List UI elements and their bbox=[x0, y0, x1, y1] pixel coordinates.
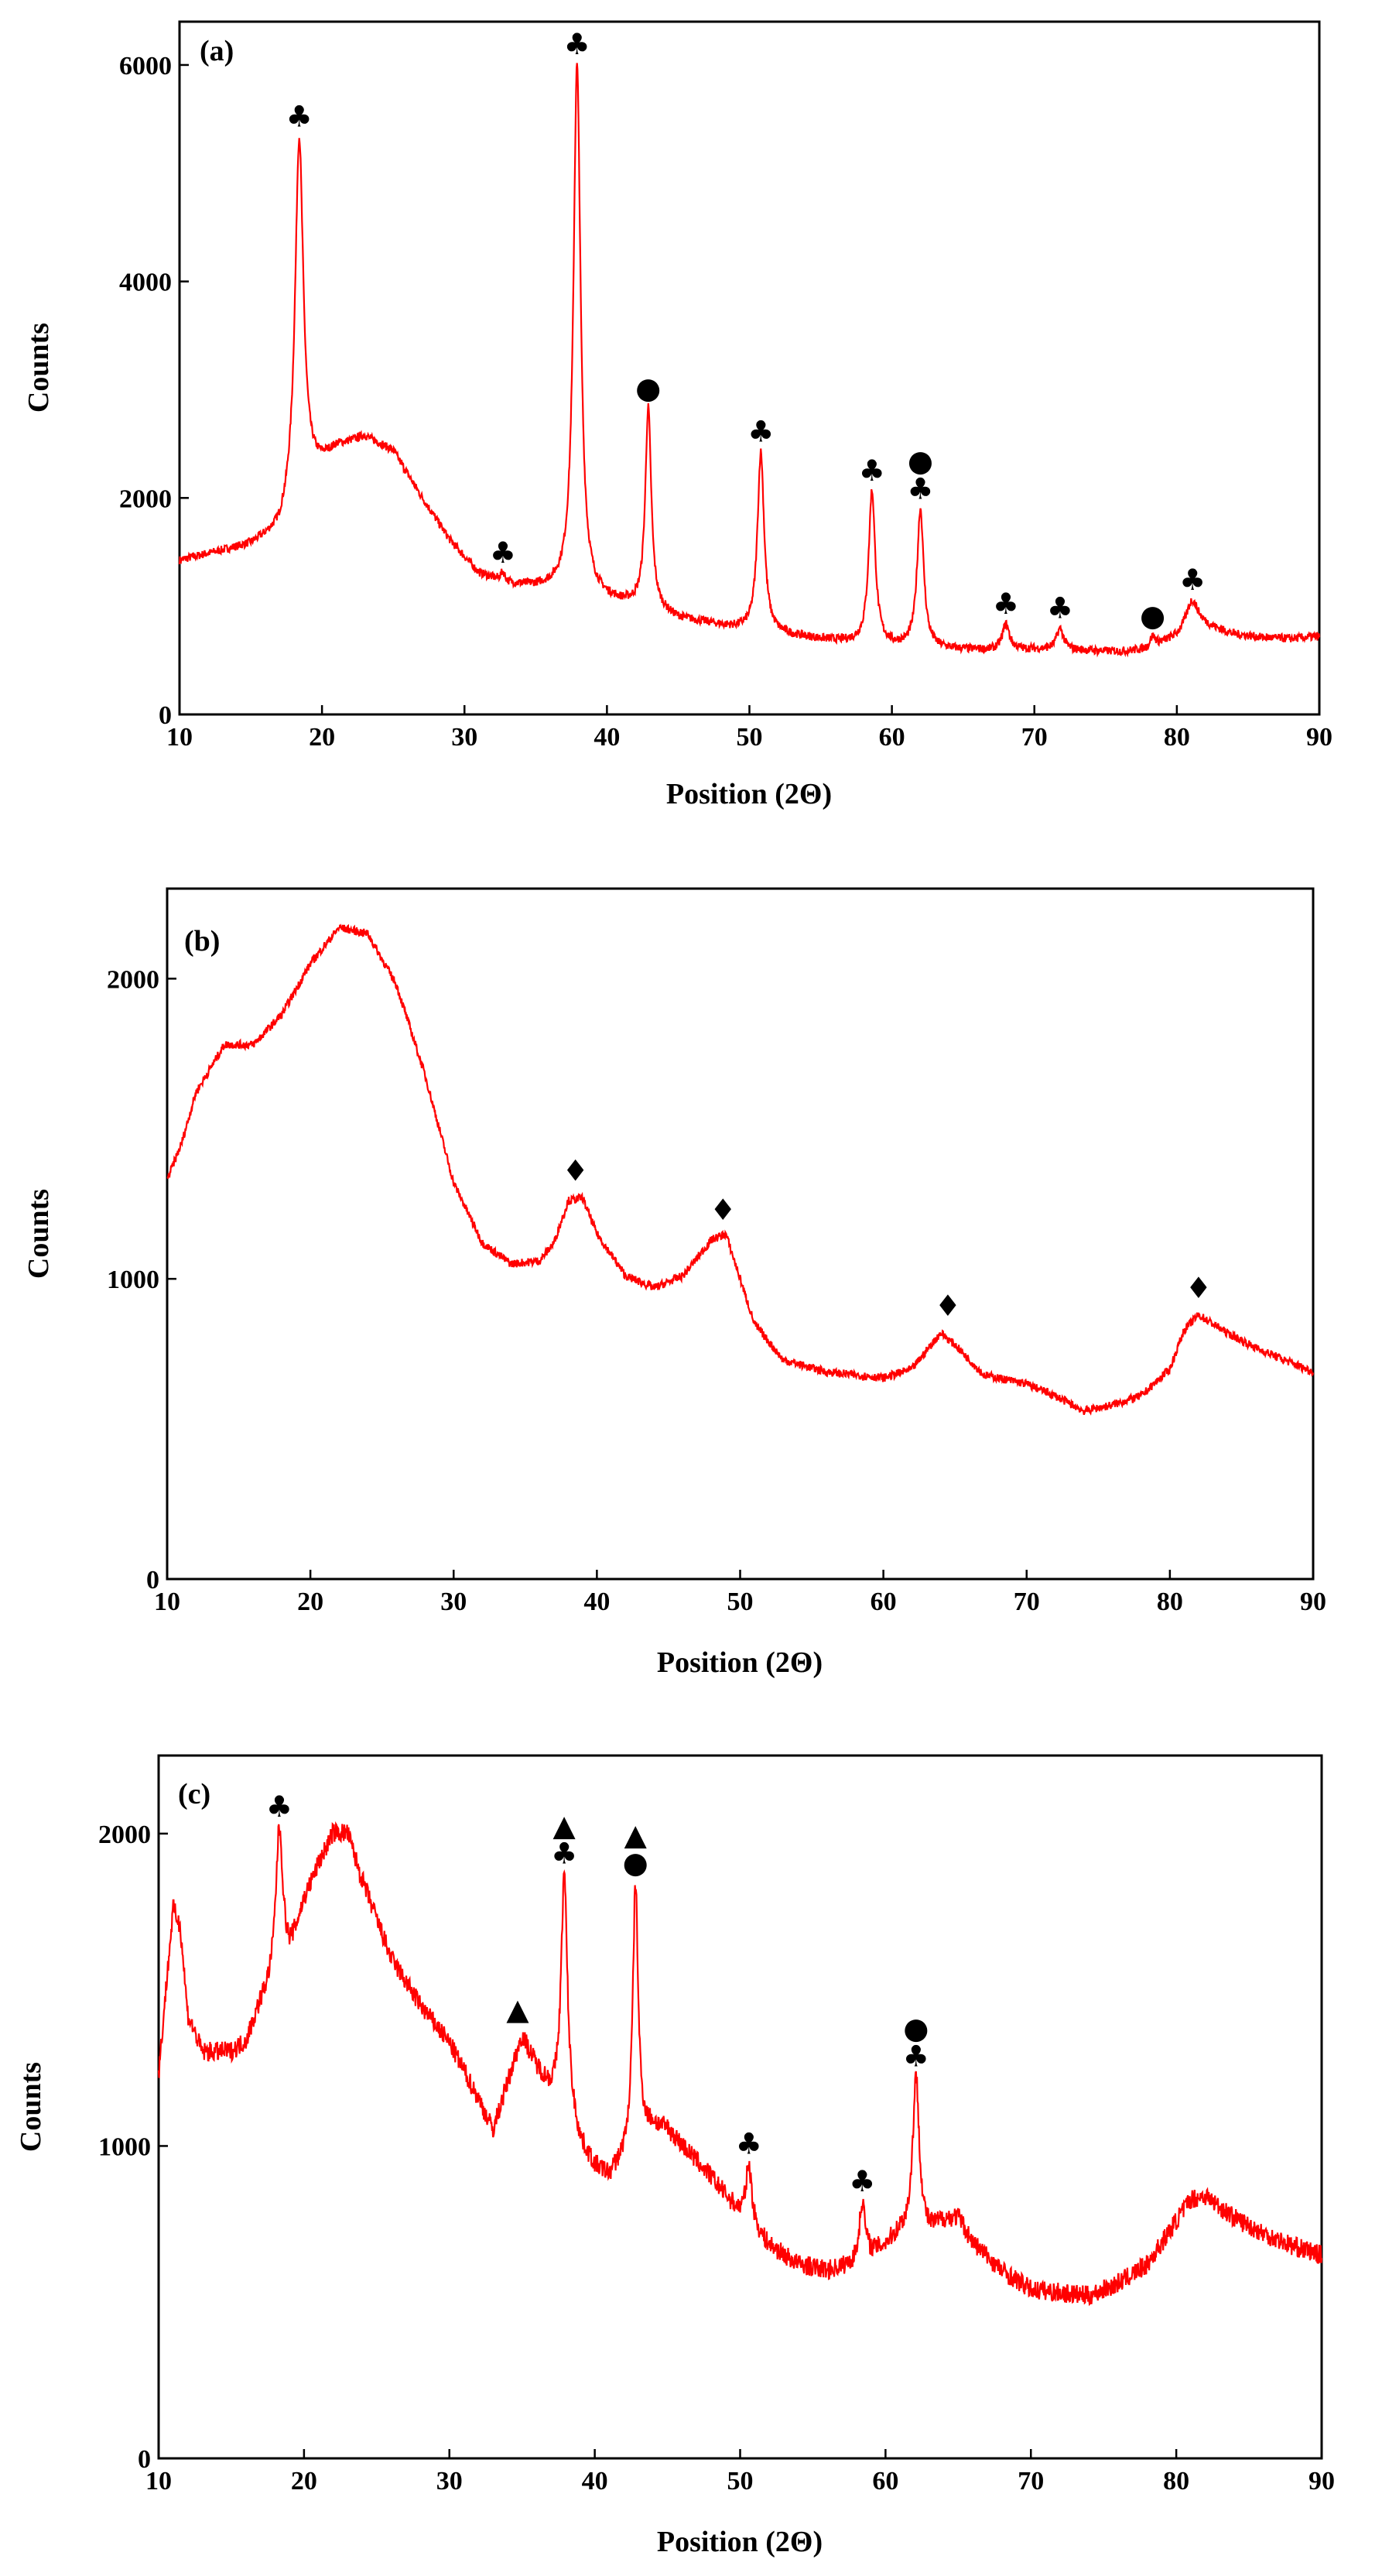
y-tick-label: 4000 bbox=[119, 269, 172, 297]
club-marker-icon: ♣ bbox=[286, 100, 313, 134]
club-marker-icon: ♣ bbox=[993, 587, 1019, 621]
x-tick-group: 10 20 30 40 50 60 70 80 90 bbox=[166, 705, 1332, 752]
x-axis-title: Position (2Θ) bbox=[657, 2526, 823, 2558]
y-axis-title: Counts bbox=[15, 2062, 47, 2152]
y-axis-title: Counts bbox=[22, 1189, 55, 1279]
x-tick-label: 30 bbox=[436, 2467, 463, 2496]
panel-label-c: (c) bbox=[178, 1778, 210, 1810]
club-marker-icon: ♣ bbox=[490, 536, 516, 570]
circle-marker-icon: ● bbox=[908, 444, 933, 478]
circle-marker-icon: ● bbox=[903, 2012, 929, 2046]
x-tick-label: 90 bbox=[1306, 723, 1332, 752]
triangle-marker-icon: ▲ bbox=[624, 1817, 648, 1852]
club-marker-icon: ♣ bbox=[849, 2164, 875, 2198]
club-marker-icon: ♣ bbox=[736, 2127, 762, 2161]
y-tick-label: 0 bbox=[146, 1566, 159, 1595]
triangle-marker-icon: ▲ bbox=[506, 1992, 529, 2026]
y-tick-label: 2000 bbox=[119, 485, 172, 513]
y-tick-group: 0 1000 2000 bbox=[107, 965, 176, 1595]
y-tick-label: 1000 bbox=[98, 2132, 151, 2161]
club-marker-icon: ♣ bbox=[564, 27, 590, 61]
y-tick-label: 2000 bbox=[98, 1821, 151, 1849]
circle-marker-icon: ● bbox=[635, 372, 661, 406]
x-tick-label: 60 bbox=[871, 1588, 897, 1616]
x-axis-title: Position (2Θ) bbox=[666, 778, 832, 810]
x-tick-label: 10 bbox=[145, 2467, 172, 2496]
x-tick-label: 20 bbox=[309, 723, 335, 752]
phase-marker-group: ♣▲▲♣▲●♣♣●♣ bbox=[266, 1790, 929, 2198]
x-tick-label: 50 bbox=[727, 2467, 754, 2496]
x-tick-label: 10 bbox=[154, 1588, 180, 1616]
panel-b: 10 20 30 40 50 60 70 80 90 0 1000 2000 ♦ ♦ ♦ ♦ (b) Po… bbox=[22, 887, 1326, 1679]
y-tick-label: 2000 bbox=[107, 965, 159, 994]
y-tick-label: 6000 bbox=[119, 52, 172, 80]
panel-label-b: (b) bbox=[184, 925, 220, 957]
x-tick-label: 30 bbox=[451, 723, 477, 752]
diamond-marker-icon: ♦ bbox=[1185, 1271, 1212, 1305]
x-tick-label: 80 bbox=[1163, 2467, 1189, 2496]
y-tick-group: 0 2000 4000 6000 bbox=[119, 52, 189, 730]
y-tick-group: 0 1000 2000 bbox=[98, 1821, 168, 2474]
x-tick-label: 80 bbox=[1157, 1588, 1183, 1616]
y-tick-label: 1000 bbox=[107, 1266, 159, 1294]
diamond-marker-icon: ♦ bbox=[935, 1289, 961, 1323]
panel-label-a: (a) bbox=[200, 35, 234, 67]
diffractogram-line-b bbox=[166, 923, 1315, 1416]
phase-marker-group: ♦ ♦ ♦ ♦ bbox=[563, 1154, 1212, 1324]
x-axis-title: Position (2Θ) bbox=[657, 1646, 823, 1679]
x-tick-label: 70 bbox=[1014, 1588, 1040, 1616]
x-tick-label: 40 bbox=[583, 1588, 610, 1616]
y-tick-label: 0 bbox=[138, 2445, 151, 2474]
x-tick-label: 10 bbox=[166, 723, 193, 752]
x-tick-label: 40 bbox=[594, 723, 620, 752]
club-marker-icon: ♣ bbox=[903, 2040, 929, 2074]
x-tick-label: 60 bbox=[879, 723, 905, 752]
x-tick-label: 70 bbox=[1018, 2467, 1044, 2496]
x-tick-label: 20 bbox=[297, 1588, 323, 1616]
x-tick-label: 90 bbox=[1308, 2467, 1335, 2496]
x-tick-label: 90 bbox=[1300, 1588, 1326, 1616]
x-tick-label: 30 bbox=[440, 1588, 467, 1616]
triangle-marker-icon: ▲ bbox=[553, 1808, 576, 1842]
x-tick-label: 70 bbox=[1021, 723, 1048, 752]
club-marker-icon: ♣ bbox=[1179, 563, 1206, 597]
x-tick-label: 20 bbox=[291, 2467, 317, 2496]
diffractogram-line-a bbox=[178, 63, 1321, 658]
x-tick-label: 60 bbox=[872, 2467, 898, 2496]
club-marker-icon: ♣ bbox=[1047, 591, 1073, 625]
diffractogram-line-c bbox=[157, 1821, 1323, 2307]
club-marker-icon: ♣ bbox=[266, 1790, 292, 1824]
diamond-marker-icon: ♦ bbox=[563, 1154, 589, 1188]
club-marker-icon: ♣ bbox=[859, 454, 885, 488]
circle-marker-icon: ● bbox=[623, 1845, 648, 1879]
y-tick-label: 0 bbox=[159, 701, 172, 730]
x-tick-group: 10 20 30 40 50 60 70 80 90 bbox=[145, 2449, 1335, 2496]
phase-marker-group: ♣♣♣●♣♣ ●♣♣ ♣ ●♣ bbox=[286, 27, 1206, 632]
x-tick-label: 40 bbox=[582, 2467, 608, 2496]
club-marker-icon: ♣ bbox=[551, 1836, 577, 1870]
club-marker-icon: ♣ bbox=[907, 472, 933, 506]
circle-marker-icon: ● bbox=[1140, 598, 1165, 632]
club-marker-icon: ♣ bbox=[747, 415, 774, 449]
x-tick-label: 50 bbox=[737, 723, 763, 752]
diamond-marker-icon: ♦ bbox=[710, 1193, 736, 1227]
x-tick-label: 80 bbox=[1164, 723, 1190, 752]
x-tick-label: 50 bbox=[727, 1588, 754, 1616]
y-axis-title: Counts bbox=[22, 323, 55, 413]
x-tick-group: 10 20 30 40 50 60 70 80 90 bbox=[154, 1570, 1326, 1616]
